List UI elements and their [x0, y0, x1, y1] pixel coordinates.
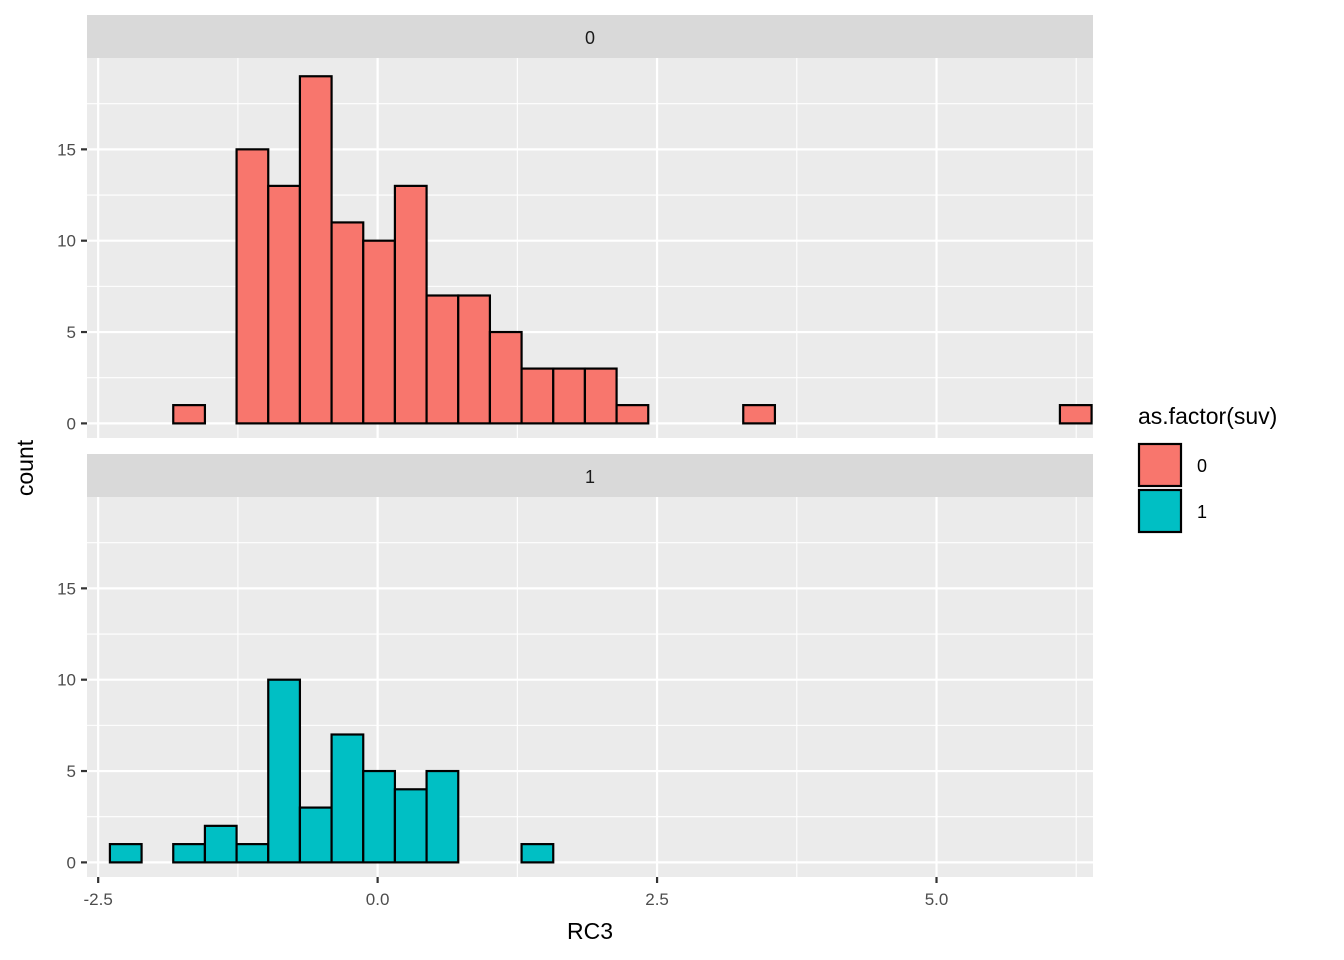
legend: as.factor(suv) 0 1	[1137, 403, 1277, 534]
histogram-bar	[362, 769, 397, 864]
y-tick-label: 5	[67, 323, 76, 342]
histogram-bar	[267, 678, 302, 864]
histogram-bar	[108, 843, 143, 864]
y-tick-label: 15	[57, 140, 76, 159]
facet-strip-0	[87, 15, 1093, 58]
facet-strip-label-0: 0	[585, 28, 595, 48]
y-tick-label: 0	[67, 853, 76, 872]
histogram-bar	[235, 843, 270, 864]
y-tick-label: 10	[57, 232, 76, 251]
histogram-bar	[615, 404, 650, 425]
x-axis: -2.5 0.0 2.5 5.0	[84, 877, 949, 909]
histogram-bar	[362, 239, 397, 425]
histogram-bar	[393, 788, 428, 864]
legend-title: as.factor(suv)	[1138, 403, 1277, 429]
x-tick-label: 2.5	[645, 890, 669, 909]
histogram-bar	[235, 148, 270, 425]
histogram-bar	[330, 221, 365, 425]
histogram-bar	[488, 330, 523, 425]
facet-panel-0: 0 0 5 10 15	[57, 15, 1093, 438]
y-tick-label: 15	[57, 579, 76, 598]
histogram-bar	[1058, 404, 1093, 425]
histogram-bar	[267, 184, 302, 425]
histogram-bar	[742, 404, 777, 425]
facet-strip-1	[87, 454, 1093, 497]
histogram-bars-0	[172, 75, 1093, 425]
histogram-bar	[457, 294, 492, 425]
y-axis-1: 0 5 10 15	[57, 579, 87, 872]
histogram-bar	[583, 367, 618, 425]
y-tick-label: 5	[67, 762, 76, 781]
histogram-bar	[298, 806, 333, 864]
legend-key-1	[1137, 488, 1183, 534]
plot-panel-1	[87, 497, 1093, 877]
legend-key-0	[1137, 442, 1183, 488]
histogram-bar	[552, 367, 587, 425]
x-tick-label: 5.0	[925, 890, 949, 909]
x-tick-label: -2.5	[84, 890, 113, 909]
histogram-bars-1	[108, 678, 555, 864]
y-tick-label: 10	[57, 671, 76, 690]
facet-strip-label-1: 1	[585, 467, 595, 487]
x-axis-title: RC3	[567, 918, 613, 944]
histogram-bar	[172, 404, 207, 425]
histogram-bar	[425, 769, 460, 864]
histogram-bar	[298, 75, 333, 425]
histogram-bar	[172, 843, 207, 864]
legend-label-0: 0	[1197, 456, 1207, 476]
histogram-bar	[203, 824, 238, 864]
histogram-bar	[520, 843, 555, 864]
y-axis-0: 0 5 10 15	[57, 140, 87, 433]
histogram-bar	[425, 294, 460, 425]
y-tick-label: 0	[67, 414, 76, 433]
legend-label-1: 1	[1197, 502, 1207, 522]
x-tick-label: 0.0	[366, 890, 390, 909]
histogram-bar	[393, 184, 428, 425]
histogram-bar	[520, 367, 555, 425]
y-axis-title: count	[12, 439, 38, 496]
facet-panel-1: 1 0 5 10 15	[57, 454, 1093, 877]
histogram-bar	[330, 733, 365, 864]
